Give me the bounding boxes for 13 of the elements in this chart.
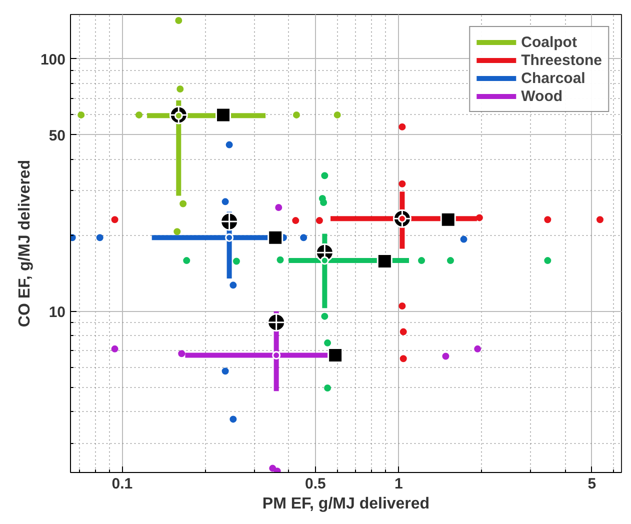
x-axis-title: PM EF, g/MJ delivered xyxy=(262,496,430,512)
x-tick-label: 5 xyxy=(588,476,596,492)
y-axis-title: CO EF, g/MJ delivered xyxy=(16,160,34,328)
x-tick-label: 0.1 xyxy=(112,476,133,492)
y-tick-label: 50 xyxy=(48,127,66,144)
x-tick-label: 0.5 xyxy=(305,476,326,492)
legend-label: Charcoal xyxy=(521,69,586,87)
legend-label: Coalpot xyxy=(521,33,577,51)
y-tick-label: 10 xyxy=(48,304,66,321)
legend-label: Wood xyxy=(521,87,563,105)
y-tick-label: 100 xyxy=(40,51,66,68)
legend-label: Threestone xyxy=(521,51,602,69)
x-tick-label: 1 xyxy=(394,476,403,492)
